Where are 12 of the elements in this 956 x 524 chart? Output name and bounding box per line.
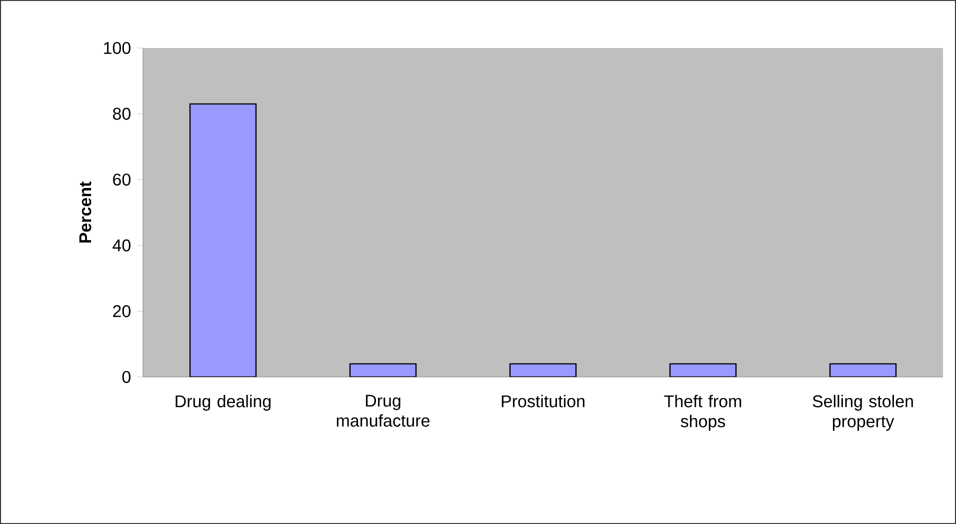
x-tick-label: Drug manufacture — [336, 394, 430, 427]
x-tick-label: Theft from shops — [664, 394, 742, 431]
x-tick-label: Drug dealing — [176, 394, 271, 411]
y-tick-label: 40 — [112, 239, 130, 252]
y-axis-title: Percent — [79, 182, 92, 243]
y-tick-label: 80 — [112, 108, 130, 120]
y-tick-label: 0 — [122, 370, 130, 384]
x-tick-label: Selling stolen property — [812, 394, 913, 431]
y-tick-label: 60 — [113, 174, 130, 186]
x-tick-label: Prostitution — [502, 394, 584, 408]
y-tick-label: 100 — [104, 42, 130, 54]
y-tick-label: 20 — [113, 305, 130, 318]
